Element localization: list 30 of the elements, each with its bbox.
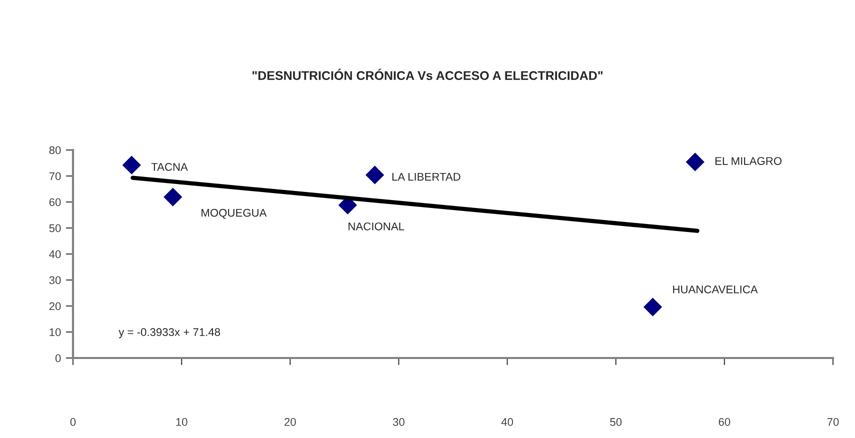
- annotation: TACNA: [151, 162, 188, 171]
- y-tick-label: 70: [49, 172, 61, 180]
- y-tick-label: 80: [49, 146, 61, 154]
- annotation: LA LIBERTAD: [392, 172, 460, 181]
- y-tick-label: 60: [49, 198, 61, 206]
- y-tick-label: 10: [50, 328, 61, 336]
- x-tick-label: 30: [392, 418, 404, 426]
- y-tick-label: 40: [49, 250, 61, 258]
- y-tick-label: 0: [55, 354, 61, 362]
- x-tick-label: 70: [827, 418, 839, 426]
- point: [686, 152, 704, 172]
- chart-title: "DESNUTRICIÓN CRÓNICA Vs ACCESO A ELECTRICIDAD": [252, 68, 603, 80]
- x-tick-label: 40: [501, 418, 514, 426]
- point: [643, 298, 662, 316]
- annotation: HUANCAVELICA: [673, 285, 758, 294]
- x-tick-label: 20: [284, 418, 296, 426]
- x-tick-label: 10: [176, 418, 188, 426]
- annotation: EL MILAGRO: [715, 157, 782, 165]
- x-tick-label: 0: [70, 418, 76, 426]
- y-tick-label: 50: [49, 224, 61, 232]
- point: [366, 166, 384, 184]
- point: [164, 188, 182, 206]
- x-tick-label: 60: [718, 418, 730, 426]
- y-tick-label: 30: [49, 276, 61, 284]
- x-tick-label: 50: [610, 418, 622, 426]
- annotation: y = -0.3933x + 71.48: [118, 328, 220, 338]
- annotation: NACIONAL: [348, 222, 404, 230]
- point: [122, 156, 141, 174]
- y-tick-label: 20: [49, 302, 61, 310]
- annotation: MOQUEGUA: [202, 208, 267, 219]
